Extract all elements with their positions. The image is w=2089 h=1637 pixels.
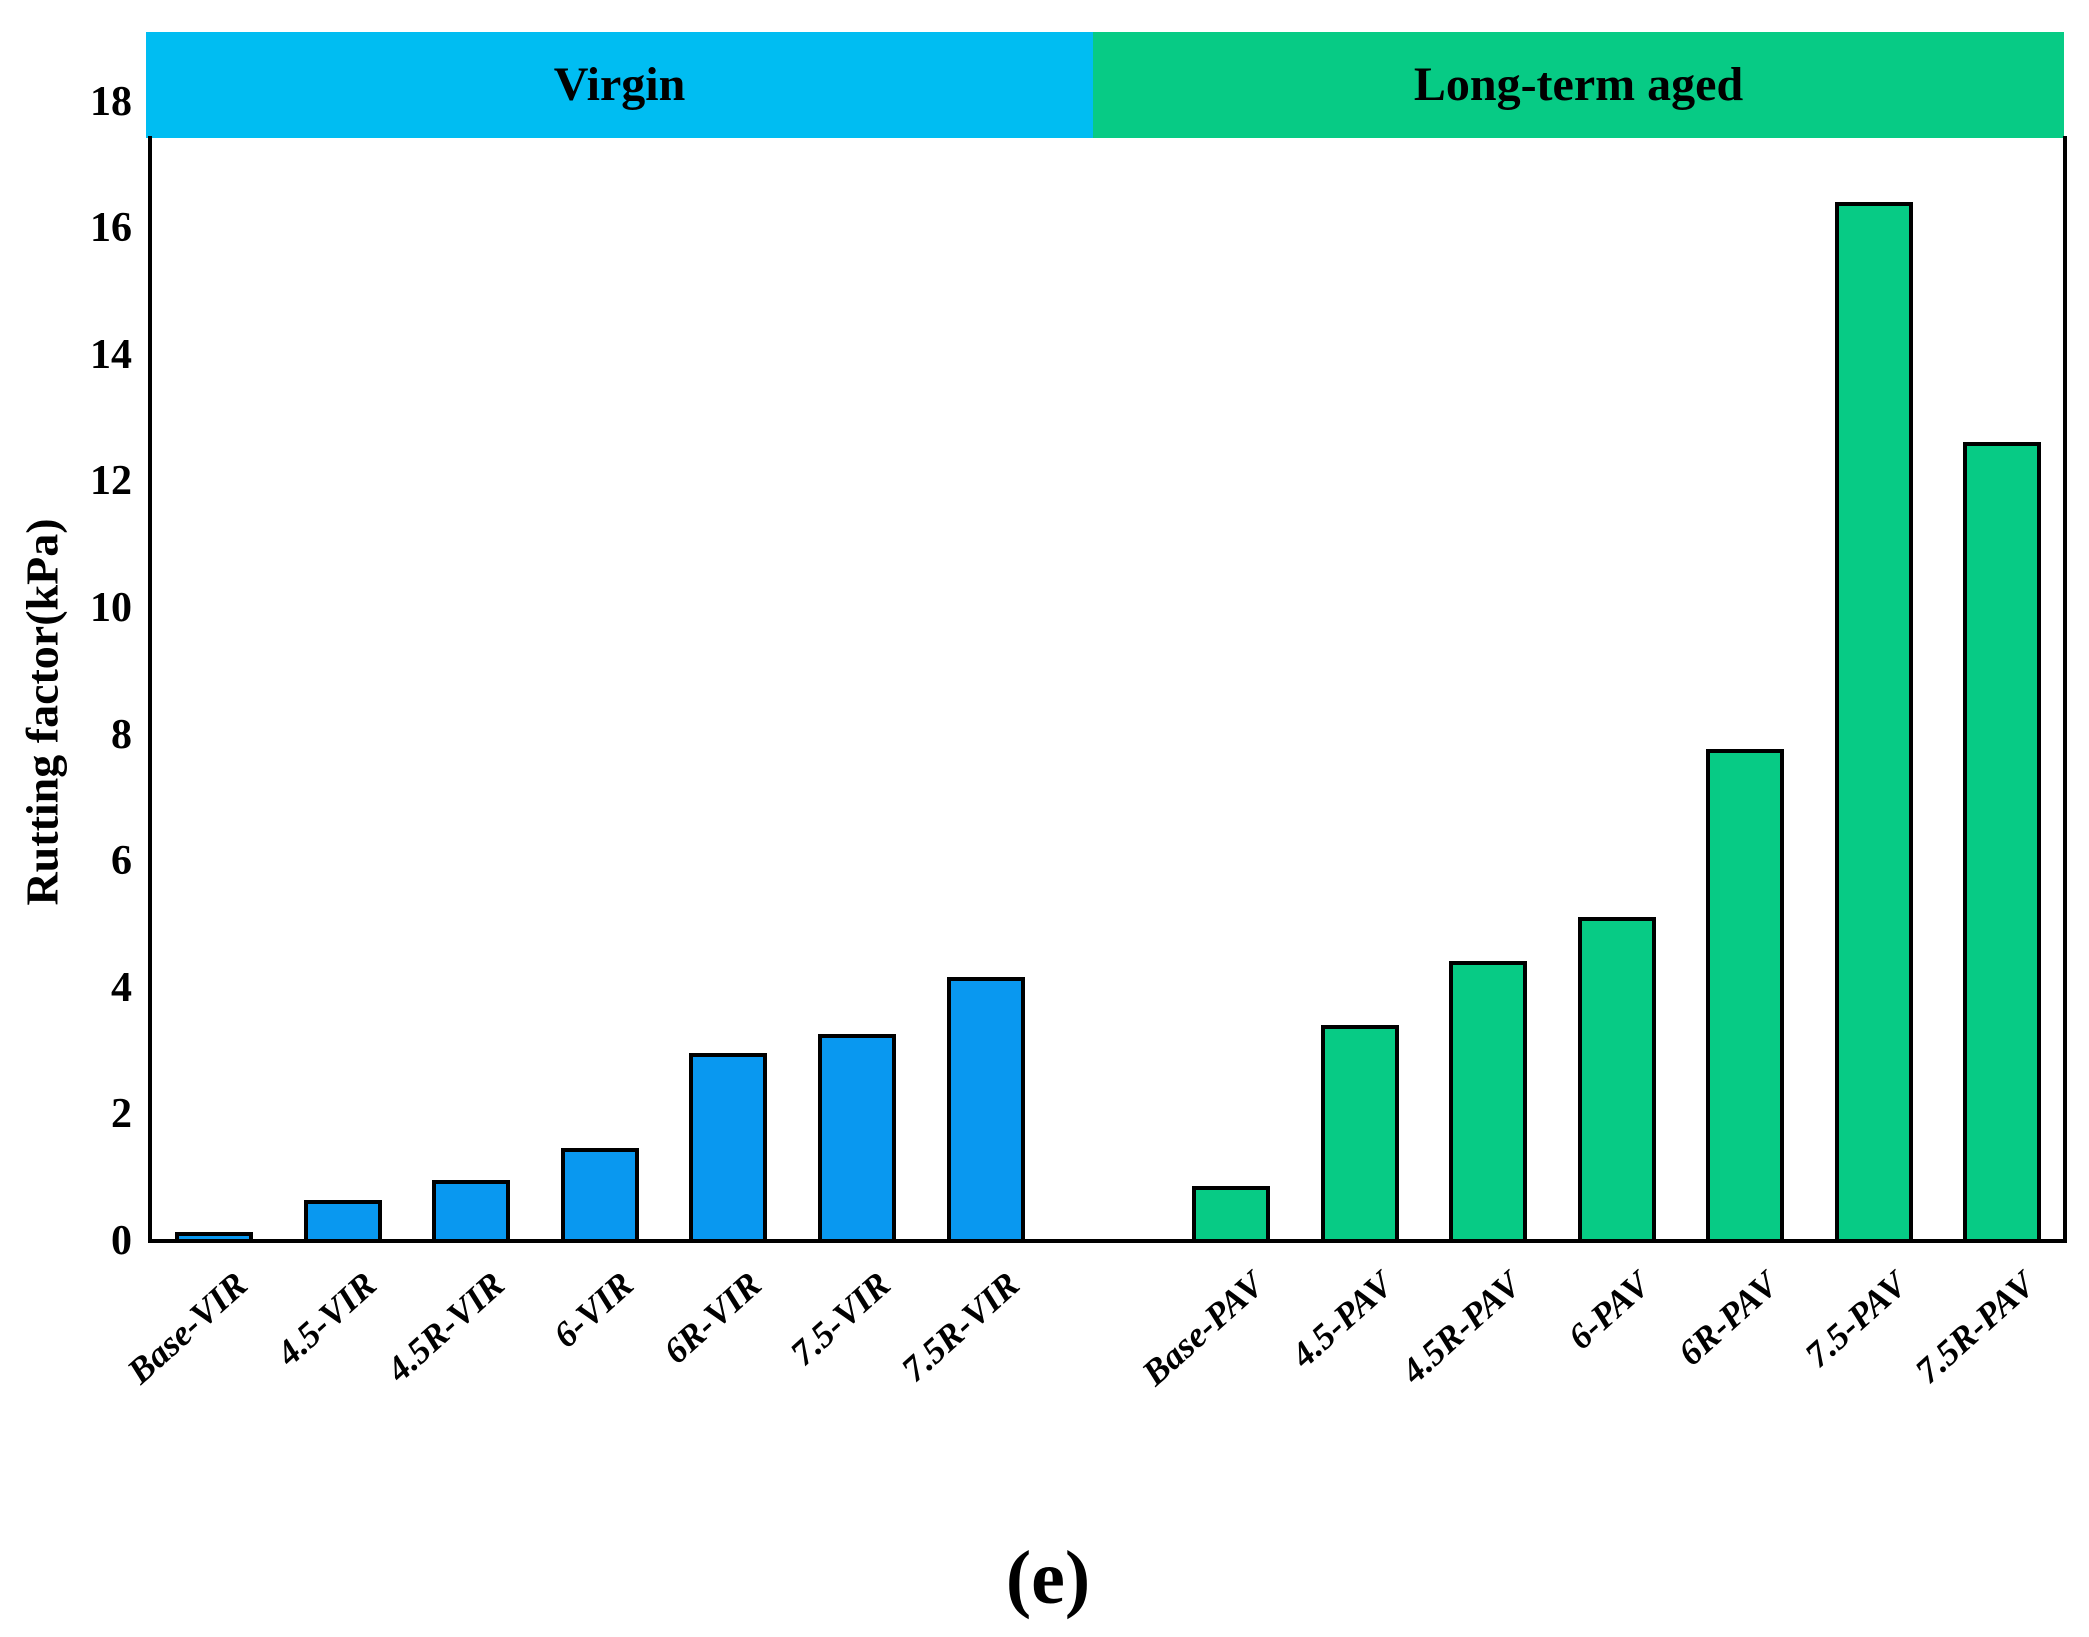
x-tick-label-6-VIR: 6-VIR bbox=[545, 1264, 641, 1356]
bar-7.5R-PAV bbox=[1963, 442, 2041, 1243]
x-tick-label-6R-PAV: 6R-PAV bbox=[1670, 1264, 1786, 1374]
x-tick-label-6R-VIR: 6R-VIR bbox=[656, 1264, 770, 1372]
x-tick-label-7.5-PAV: 7.5-PAV bbox=[1797, 1264, 1915, 1376]
y-tick-label-12: 12 bbox=[90, 458, 132, 505]
y-tick-label-4: 4 bbox=[111, 964, 132, 1011]
x-tick-label-4.5-VIR: 4.5-VIR bbox=[268, 1264, 384, 1374]
bar-6-PAV bbox=[1577, 917, 1656, 1243]
x-tick-label-Base-VIR: Base-VIR bbox=[119, 1264, 255, 1392]
y-tick-label-10: 10 bbox=[90, 585, 132, 631]
subfigure-caption: (e) bbox=[1005, 1536, 1091, 1620]
x-tick-label-Base-PAV: Base-PAV bbox=[1134, 1264, 1272, 1394]
x-tick-label-4.5R-PAV: 4.5R-PAV bbox=[1393, 1264, 1529, 1392]
bar-6R-PAV bbox=[1706, 749, 1784, 1243]
bar-4.5R-VIR bbox=[432, 1180, 511, 1243]
bar-7.5-VIR bbox=[818, 1034, 896, 1243]
bar-Base-VIR bbox=[175, 1232, 253, 1243]
bar-7.5R-VIR bbox=[946, 977, 1025, 1243]
x-tick-label-6-PAV: 6-PAV bbox=[1560, 1264, 1658, 1358]
bar-4.5R-PAV bbox=[1449, 961, 1527, 1243]
bar-Base-PAV bbox=[1192, 1186, 1270, 1243]
x-tick-label-7.5-VIR: 7.5-VIR bbox=[782, 1264, 898, 1374]
group-band-long-term-aged: Long-term aged bbox=[1093, 32, 2064, 138]
x-tick-label-7.5R-VIR: 7.5R-VIR bbox=[893, 1264, 1027, 1390]
x-tick-label-4.5-PAV: 4.5-PAV bbox=[1283, 1264, 1401, 1376]
y-tick-label-14: 14 bbox=[90, 331, 132, 378]
bar-7.5-PAV bbox=[1834, 202, 1913, 1243]
y-tick-label-18: 18 bbox=[90, 78, 132, 125]
x-tick-label-4.5R-VIR: 4.5R-VIR bbox=[378, 1264, 512, 1390]
y-tick-label-16: 16 bbox=[90, 205, 132, 252]
group-band-long-term-aged-label: Long-term aged bbox=[1413, 58, 1744, 111]
group-band-virgin: Virgin bbox=[146, 32, 1093, 138]
y-tick-label-2: 2 bbox=[111, 1091, 132, 1138]
bar-6R-VIR bbox=[689, 1053, 768, 1243]
bar-4.5-PAV bbox=[1320, 1025, 1399, 1243]
y-tick-label-8: 8 bbox=[111, 711, 132, 758]
bar-6-VIR bbox=[560, 1148, 639, 1243]
right-axis-line bbox=[2063, 136, 2067, 1243]
x-axis-line bbox=[148, 1239, 2067, 1243]
x-tick-label-7.5R-PAV: 7.5R-PAV bbox=[1907, 1264, 2043, 1392]
y-tick-label-0: 0 bbox=[111, 1218, 132, 1264]
y-tick-label-6: 6 bbox=[111, 838, 132, 885]
y-axis-line bbox=[148, 136, 152, 1243]
bar-4.5-VIR bbox=[303, 1200, 382, 1243]
group-band-virgin-label: Virgin bbox=[553, 58, 686, 111]
